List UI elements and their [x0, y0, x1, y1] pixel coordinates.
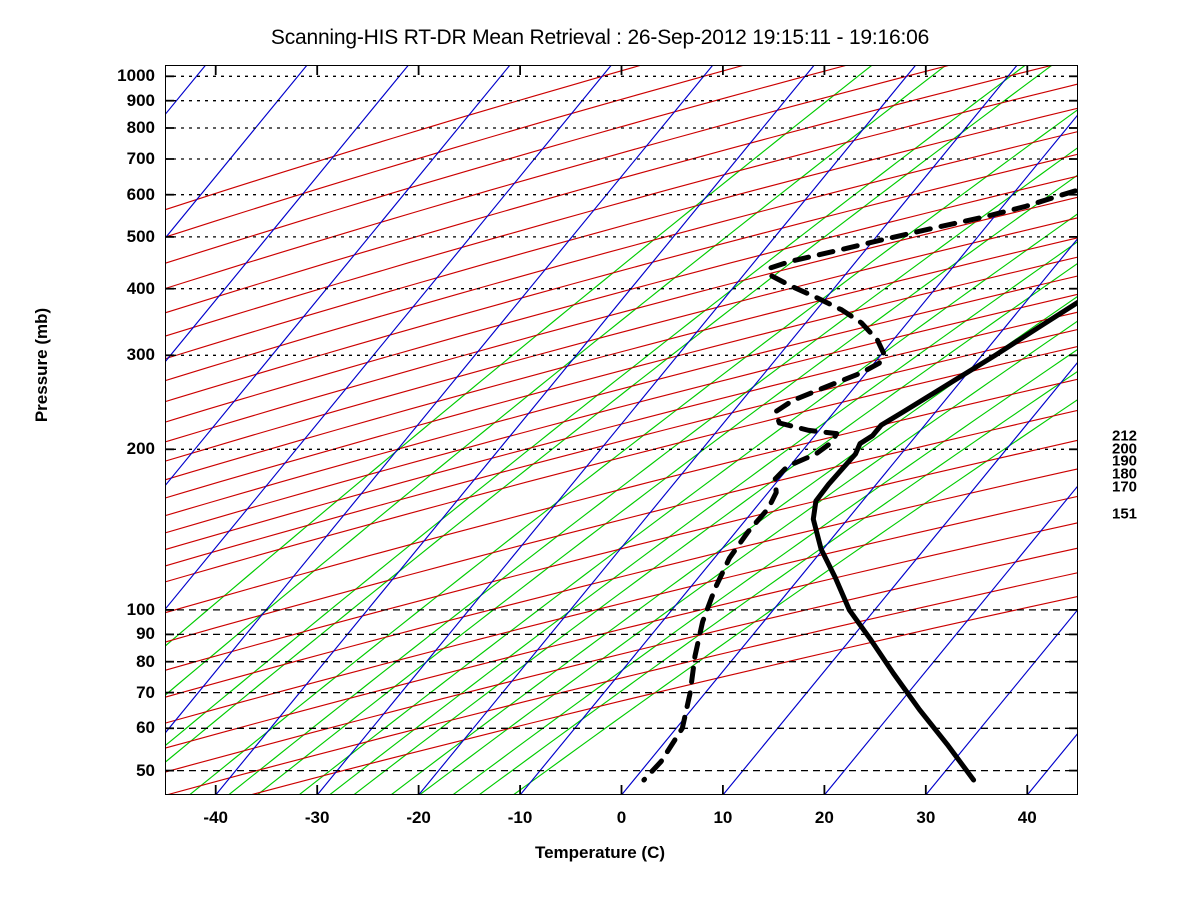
x-tick-label: -20	[406, 808, 431, 827]
dry-adiabat-line	[165, 328, 1078, 567]
y-tick-label: 900	[126, 90, 155, 110]
right-level-label: 170	[1112, 478, 1138, 496]
y-tick-label: 200	[126, 439, 155, 459]
dry-adiabat-line	[166, 572, 1078, 795]
x-tick-label: 30	[916, 808, 936, 827]
dry-adiabat-line	[165, 409, 1078, 643]
isotherm-line	[165, 65, 409, 363]
dry-adiabat-line	[165, 83, 1078, 337]
y-tick-label: 600	[126, 184, 155, 204]
dry-adiabat-line	[165, 130, 1078, 382]
mixing-ratio-line	[228, 146, 1078, 795]
x-tick-label: -30	[304, 808, 330, 827]
right-level-label: 200	[1112, 440, 1138, 458]
isotherm-line	[621, 237, 1078, 795]
y-tick-label: 100	[126, 599, 155, 619]
temperature-profile-line	[810, 299, 1078, 783]
dewpoint-profile-line	[641, 187, 1078, 783]
dry-adiabat-line	[165, 522, 1078, 749]
dry-adiabat-line	[165, 256, 1078, 499]
dry-adiabat-line	[165, 237, 1078, 481]
dry-adiabat-line	[165, 495, 1078, 724]
dry-adiabat-line	[165, 345, 1078, 583]
y-tick-label: 80	[136, 651, 155, 671]
mixing-ratio-line	[189, 108, 1078, 795]
dry-adiabat-line	[165, 311, 1078, 551]
dry-adiabat-line	[165, 65, 848, 264]
isotherm-line	[418, 65, 1018, 795]
mixing-ratio-line	[512, 398, 1078, 795]
isotherm-lines	[165, 65, 1078, 795]
mixing-ratio-line	[165, 65, 873, 647]
y-tick-label: 300	[126, 345, 155, 365]
x-tick-label: 10	[713, 808, 733, 827]
y-tick-label: 800	[126, 118, 155, 138]
isotherm-line	[165, 65, 612, 611]
sounding-profiles	[641, 187, 1078, 783]
dry-adiabat-line	[165, 275, 1078, 517]
right-level-label: 180	[1112, 465, 1138, 483]
plot-background	[165, 65, 1078, 795]
isobar-grid-lines	[165, 75, 1078, 772]
y-tick-label: 500	[126, 226, 155, 246]
chart-title: Scanning-HIS RT-DR Mean Retrieval : 26-S…	[270, 26, 930, 49]
x-tick-label: 20	[814, 808, 834, 827]
mixing-ratio-line	[165, 65, 1053, 764]
dry-adiabat-line	[165, 547, 1078, 773]
x-tick-label: -10	[507, 808, 533, 827]
y-tick-label: 700	[126, 148, 155, 168]
dry-adiabat-line	[165, 65, 642, 211]
isotherm-line	[823, 484, 1078, 795]
mixing-ratio-line	[390, 295, 1078, 795]
dry-adiabat-line	[165, 175, 1078, 423]
right-level-label: 212	[1112, 427, 1138, 445]
isotherm-line	[165, 65, 511, 487]
y-tick-label: 400	[126, 278, 155, 298]
dry-adiabat-line	[165, 65, 1054, 314]
right-level-label: 190	[1112, 452, 1138, 470]
skewt-plot-svg	[165, 65, 1078, 795]
mixing-ratio-line	[452, 348, 1078, 795]
dry-adiabat-line	[165, 196, 1078, 443]
mixing-ratio-line	[298, 212, 1078, 795]
y-tick-label: 70	[136, 682, 155, 702]
y-tick-label: 50	[136, 760, 155, 780]
axis-ticks	[165, 65, 1078, 795]
y-tick-label: 1000	[117, 66, 155, 86]
mixing-ratio-line	[353, 262, 1078, 795]
dry-adiabat-line	[165, 378, 1078, 614]
y-tick-label: 90	[136, 624, 155, 644]
dry-adiabat-line	[165, 65, 951, 290]
dry-adiabat-line	[165, 217, 1078, 462]
isotherm-line	[165, 65, 714, 735]
isotherm-line	[316, 65, 917, 795]
right-level-label: 151	[1112, 505, 1138, 523]
dry-adiabat-line	[165, 107, 1078, 360]
dry-adiabat-line	[165, 65, 745, 238]
y-tick-label: 60	[136, 718, 155, 738]
plot-area	[165, 65, 1078, 795]
dry-adiabat-line	[165, 153, 1078, 403]
x-tick-label: 40	[1017, 808, 1037, 827]
mixing-ratio-line	[165, 65, 947, 697]
x-tick-label: 0	[616, 808, 627, 827]
x-axis-title: Temperature (C)	[534, 843, 666, 862]
isotherm-line	[722, 361, 1078, 795]
isotherm-line	[165, 65, 308, 240]
dry-adiabat-line	[165, 293, 1078, 534]
x-tick-label: -40	[203, 808, 229, 827]
dry-adiabat-lines	[165, 65, 1078, 795]
isotherm-line	[925, 608, 1078, 795]
dry-adiabat-line	[249, 595, 1078, 795]
dry-adiabat-line	[165, 468, 1078, 698]
isotherm-line	[519, 113, 1078, 795]
isotherm-line	[215, 65, 815, 795]
